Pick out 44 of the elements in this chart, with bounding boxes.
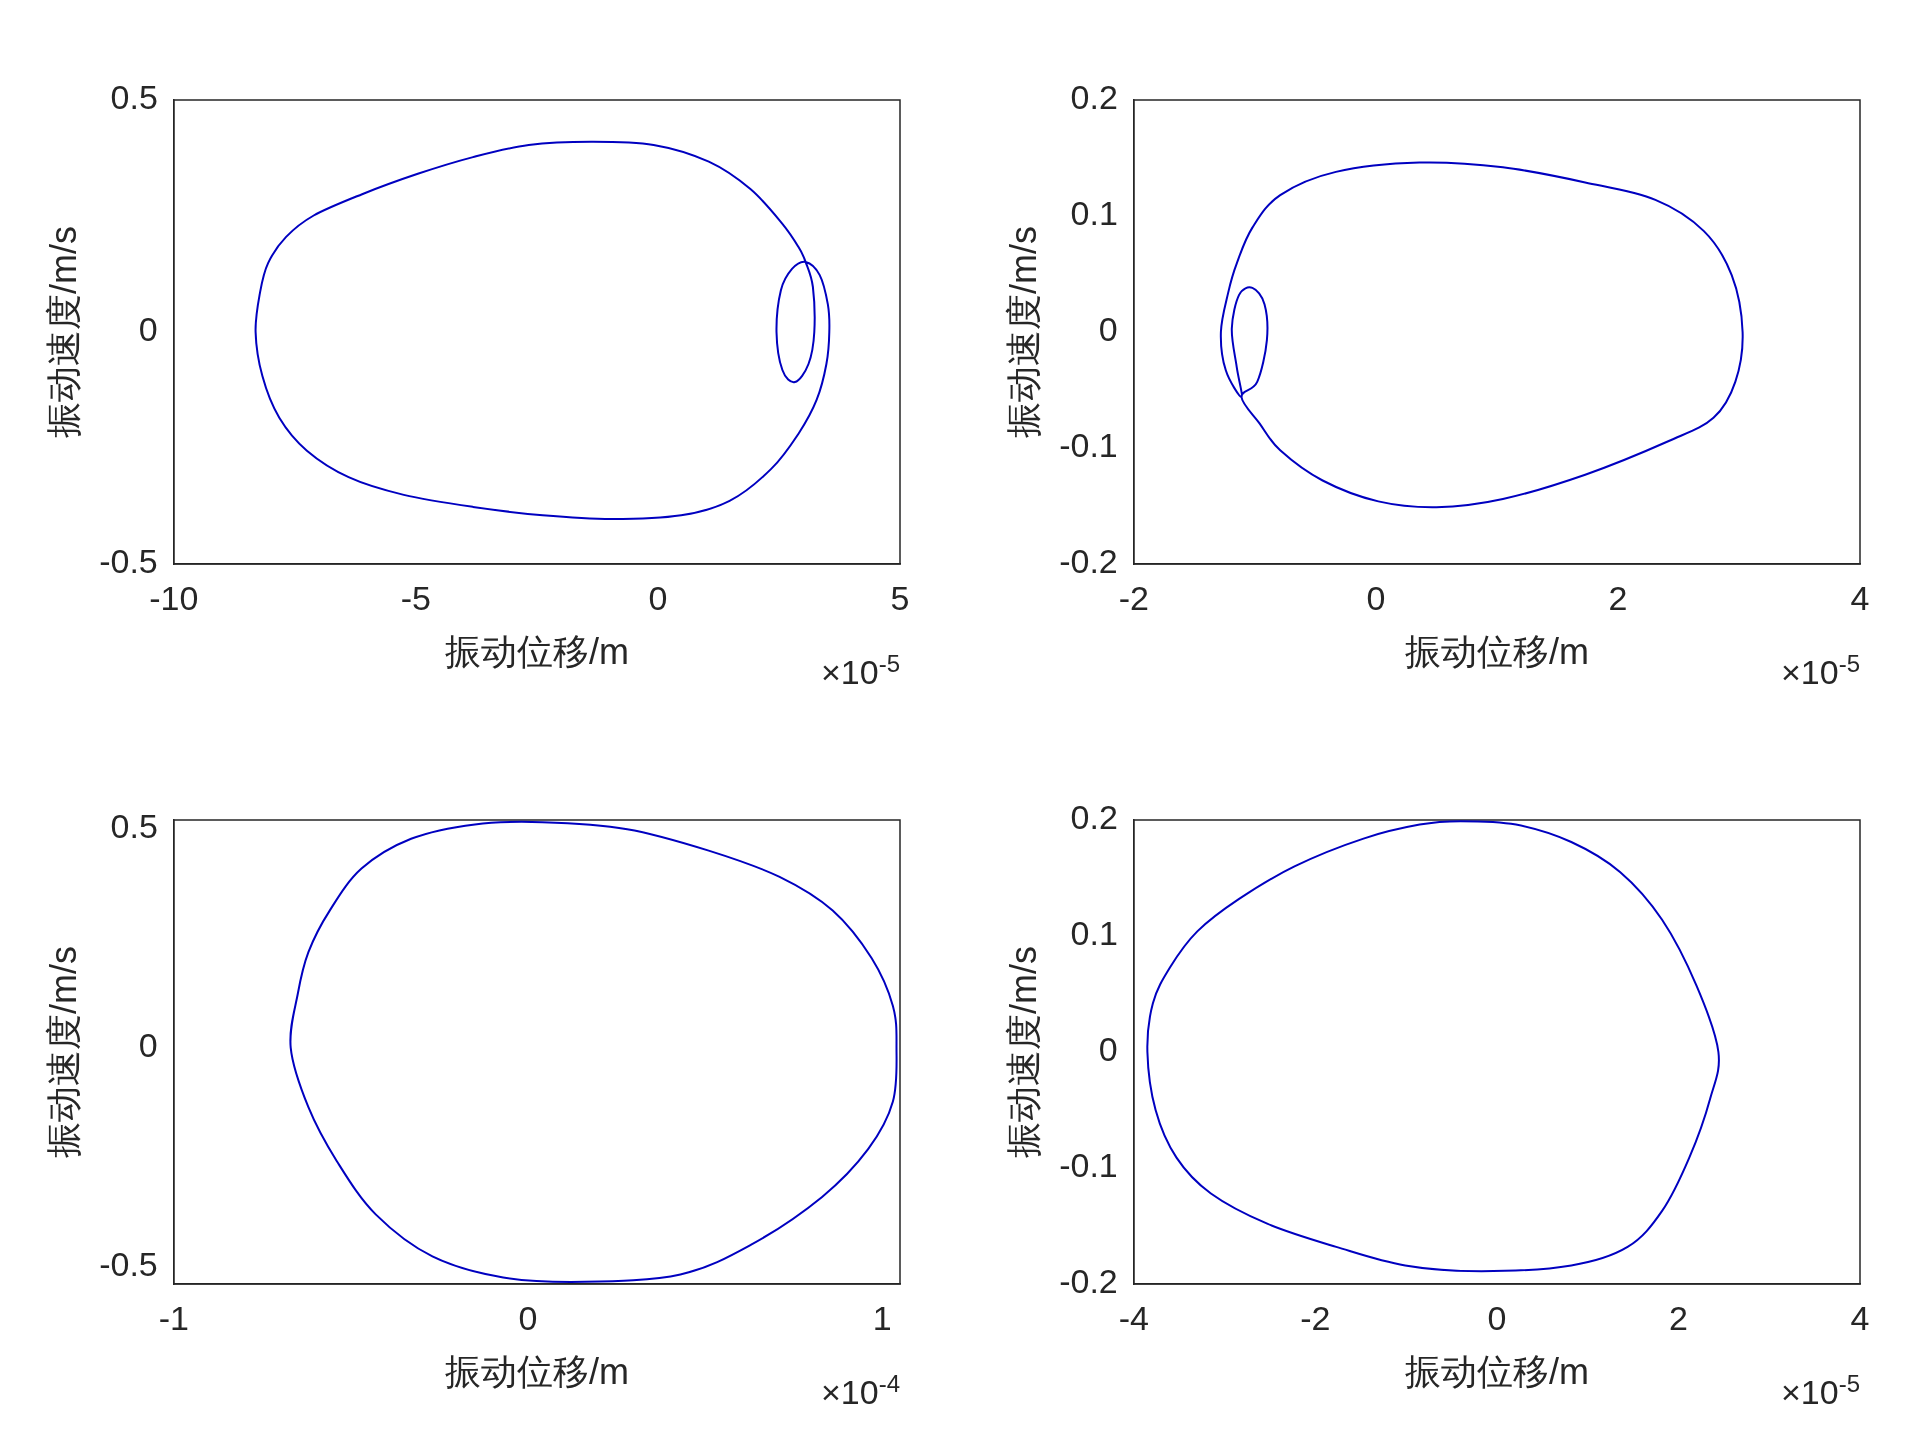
y-axis-title: 振动速度/m/s <box>1002 946 1044 1158</box>
text: ×10$^{-5}$ <box>1781 1370 1861 1413</box>
x-axis-title: 振动位移/m <box>444 631 629 673</box>
y-axis-title: 振动速度/m/s <box>42 226 84 438</box>
x-axis-title: 振动位移/m <box>1404 631 1589 673</box>
y-tick-label: 0.5 <box>110 78 158 117</box>
x-tick-label: -10 <box>149 578 199 617</box>
x-tick-label: -1 <box>158 1298 189 1337</box>
y-axis-title: 振动速度/m/s <box>1002 226 1044 438</box>
y-tick-label: -0.2 <box>1059 542 1118 581</box>
x-tick-label: 1 <box>872 1298 892 1337</box>
y-tick-label: -0.1 <box>1059 1146 1118 1185</box>
y-tick-label: -0.5 <box>99 542 158 581</box>
x-tick-label: -2 <box>1118 578 1149 617</box>
y-tick-label: -0.1 <box>1059 426 1118 465</box>
y-tick-label: 0 <box>138 1026 158 1064</box>
x-tick-label: 4 <box>1850 578 1870 617</box>
x-tick-label: 4 <box>1850 1298 1870 1337</box>
y-tick-label: -0.2 <box>1059 1262 1118 1301</box>
y-tick-label: 0.2 <box>1070 78 1118 117</box>
x-axis-title: 振动位移/m <box>1404 1351 1589 1393</box>
y-tick-label: 0.1 <box>1070 194 1118 233</box>
text: ×10$^{-5}$ <box>821 650 901 693</box>
y-tick-label: 0 <box>138 310 158 349</box>
text: ×10$^{-4}$ <box>821 1370 901 1413</box>
x-tick-label: -4 <box>1118 1298 1149 1337</box>
x-tick-label: 0 <box>1487 1298 1507 1337</box>
x-tick-label: 0 <box>518 1298 538 1337</box>
x-tick-label: 0 <box>1366 578 1386 617</box>
x-tick-label: 2 <box>1668 1298 1688 1337</box>
y-tick-label: 0.2 <box>1070 798 1118 837</box>
x-axis-title: 振动位移/m <box>444 1351 629 1393</box>
x-tick-label: 2 <box>1608 578 1628 617</box>
y-tick-label: 0 <box>1098 310 1118 349</box>
x-tick-label: 5 <box>890 578 910 617</box>
x-tick-label: -2 <box>1300 1298 1331 1337</box>
y-tick-label: 0.1 <box>1070 914 1118 953</box>
x-tick-label: 0 <box>648 578 668 617</box>
text: ×10$^{-5}$ <box>1781 650 1861 693</box>
x-tick-label: -5 <box>400 578 431 617</box>
y-tick-label: 0 <box>1098 1030 1118 1069</box>
y-tick-label: -0.5 <box>99 1244 158 1283</box>
y-axis-title: 振动速度/m/s <box>42 946 84 1158</box>
y-tick-label: 0.5 <box>110 807 158 846</box>
